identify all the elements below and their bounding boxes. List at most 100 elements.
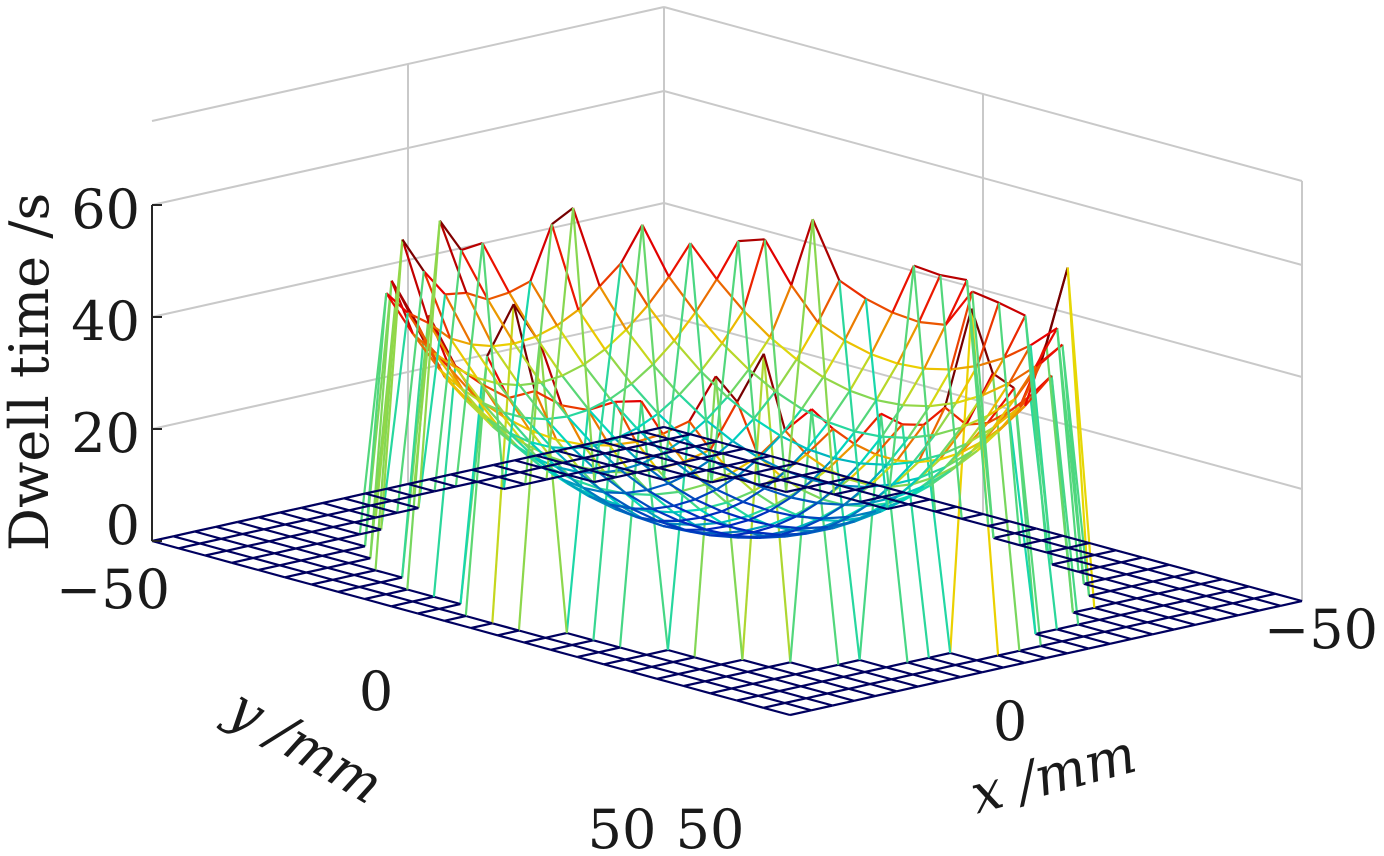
x-axis-label: x /mm	[964, 722, 1143, 826]
x-tick-label: −50	[1264, 598, 1378, 661]
mesh-segment	[1109, 637, 1132, 645]
mesh-segment	[545, 636, 573, 647]
mesh-segment	[678, 519, 707, 531]
mesh-segment	[934, 510, 962, 520]
mesh-segment	[306, 566, 328, 574]
mesh-segment	[412, 600, 440, 610]
mesh-segment	[726, 490, 754, 504]
mesh-segment	[1046, 546, 1069, 554]
mesh-segment	[859, 436, 883, 465]
mesh-segment	[775, 466, 803, 477]
mesh-segment	[714, 376, 744, 660]
mesh-segment	[726, 675, 754, 685]
mesh-segment	[674, 445, 697, 453]
mesh-segment	[790, 661, 818, 671]
mesh-segment	[1088, 594, 1116, 605]
mesh-segment	[1168, 611, 1191, 619]
mesh-segment	[722, 452, 750, 462]
mesh-segment	[508, 431, 537, 459]
mesh-segment	[529, 223, 553, 282]
mesh-segment	[374, 239, 404, 518]
mesh-segment	[706, 469, 734, 479]
mesh-segment	[672, 660, 701, 671]
mesh-segment	[301, 501, 323, 509]
mesh-segment	[1013, 388, 1037, 635]
mesh-segment	[545, 631, 568, 639]
mesh-segment	[620, 469, 648, 491]
mesh-segment	[417, 607, 440, 615]
mesh-segment	[822, 376, 851, 392]
mesh-segment	[763, 528, 791, 537]
mesh-segment	[646, 489, 675, 507]
mesh-segment	[572, 207, 601, 287]
mesh-segment	[604, 447, 627, 455]
mesh-segment	[1131, 580, 1154, 588]
mesh-segment	[412, 220, 441, 497]
mesh-segment	[699, 370, 729, 398]
mesh-segment	[790, 496, 818, 505]
mesh-segment	[854, 430, 882, 438]
mesh-segment	[944, 450, 973, 469]
mesh-segment	[327, 566, 355, 577]
mesh-segment	[763, 706, 791, 717]
mesh-segment	[855, 483, 877, 491]
mesh-segment	[237, 520, 265, 531]
mesh-segment	[1056, 623, 1079, 631]
mesh-segment	[1007, 411, 1037, 635]
mesh-segment	[753, 531, 781, 536]
mesh-segment	[475, 397, 499, 427]
mesh-segment	[768, 665, 796, 676]
mesh-segment	[348, 504, 371, 512]
mesh-segment	[726, 519, 749, 528]
mesh-segment	[498, 475, 526, 486]
mesh-segment	[869, 682, 897, 693]
mesh-segment	[284, 576, 312, 586]
mesh-segment	[1094, 601, 1116, 609]
mesh-segment	[934, 426, 962, 436]
mesh-segment	[1099, 618, 1127, 629]
mesh-segment	[407, 478, 430, 486]
mesh-segment	[507, 397, 531, 431]
mesh-segment	[220, 537, 249, 548]
mesh-segment	[748, 454, 771, 462]
mesh-segment	[1173, 623, 1196, 631]
mesh-segment	[827, 390, 851, 423]
mesh-segment	[226, 544, 249, 552]
mesh-segment	[864, 298, 889, 510]
mesh-segment	[683, 684, 711, 695]
mesh-segment	[753, 471, 782, 482]
mesh-segment	[855, 488, 883, 499]
mesh-segment	[795, 673, 823, 683]
mesh-segment	[460, 387, 483, 404]
mesh-segment	[343, 549, 371, 560]
mesh-segment	[460, 249, 489, 301]
mesh-segment	[896, 685, 919, 693]
mesh-segment	[460, 242, 483, 252]
mesh-segment	[651, 363, 681, 396]
mesh-segment	[800, 685, 828, 695]
mesh-segment	[433, 249, 463, 492]
mesh-segment	[386, 482, 409, 490]
mesh-segment	[672, 511, 696, 526]
mesh-segment	[578, 440, 601, 448]
mesh-segment	[912, 265, 937, 512]
mesh-segment	[747, 336, 771, 371]
mesh-segment	[699, 501, 727, 511]
mesh-segment	[784, 701, 812, 712]
mesh-segment	[636, 412, 659, 430]
mesh-segment	[593, 639, 621, 649]
mesh-segment	[471, 343, 494, 348]
mesh-segment	[455, 366, 478, 379]
mesh-segment	[220, 532, 243, 540]
mesh-segment	[699, 342, 723, 372]
surface-mesh	[151, 207, 1303, 717]
mesh-segment	[274, 547, 297, 555]
mesh-segment	[838, 663, 866, 674]
mesh-segment	[571, 643, 599, 654]
mesh-segment	[982, 382, 1010, 397]
mesh-segment	[646, 482, 669, 492]
mesh-segment	[801, 517, 824, 530]
mesh-segment	[981, 357, 1005, 396]
mesh-segment	[524, 416, 547, 421]
mesh-segment	[380, 576, 403, 584]
